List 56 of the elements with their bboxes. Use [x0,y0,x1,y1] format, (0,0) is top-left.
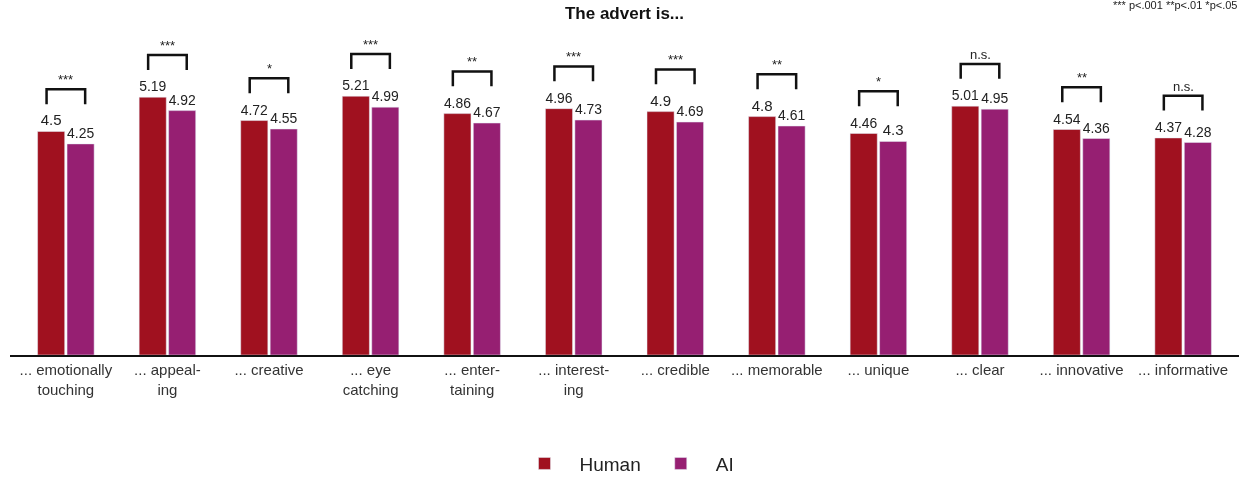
data-label: 4.96 [545,89,573,106]
bar [980,108,1009,355]
text: n.s. [970,47,991,62]
x-tick-label: ... memorable [731,361,823,378]
data-label: 4.46 [850,114,878,131]
data-label: 4.73 [574,101,603,118]
text: *** [160,38,176,53]
x-tick-label: ... informative [1138,361,1229,378]
text: *** [566,49,582,64]
text: n.s. [1173,79,1194,94]
x-tick-label: ... clear [955,361,1005,378]
data-label: 4.55 [270,110,298,127]
x-tick-label: ... credible [640,361,710,378]
legend-label: Human [579,453,641,475]
bar [240,120,269,355]
data-label: 4.92 [168,91,196,108]
data-label: 4.25 [67,125,95,142]
x-tick-label: ... unique [847,361,910,378]
text: *** [668,52,684,67]
data-label: 4.54 [1053,110,1081,127]
x-tick-label: ... interest- ing [538,361,610,398]
data-label: 4.8 [751,96,773,114]
x-tick-label: ... creative [234,361,304,378]
data-label: 4.72 [240,101,269,118]
text: * [876,74,882,89]
bar [269,128,298,355]
data-label: 4.36 [1082,119,1111,136]
text: *** p<.001 **p<.01 *p<.05 [1113,0,1238,11]
data-label: 4.95 [981,90,1009,107]
data-label: 5.21 [342,77,370,94]
data-label: 4.37 [1154,119,1183,136]
data-label: 4.28 [1184,123,1212,140]
x-tick-label: ... emotionally touching [19,361,113,398]
bar [951,105,980,355]
data-label: 4.86 [443,94,472,111]
x-tick-label: ... innovative [1039,361,1124,378]
text: *** [58,72,74,87]
chart-title: The advert is... [564,4,685,24]
x-tick-label: ... enter- taining [444,361,501,398]
data-label: 4.9 [650,91,671,109]
data-label: 4.5 [40,111,62,129]
data-label: 4.3 [882,121,904,139]
data-label: 4.67 [473,104,501,121]
legend-label: AI [715,453,734,475]
x-tick-label: ... appeal- ing [134,361,201,398]
data-label: 5.19 [139,78,167,95]
text: ** [1077,70,1088,85]
text: *** [363,37,379,52]
data-label: 4.61 [778,107,806,124]
text: * [267,61,273,76]
data-label: 4.99 [371,88,400,105]
x-tick-label: ... eye catching [342,361,399,398]
data-label: 4.69 [676,103,704,120]
data-label: 5.01 [951,87,980,104]
text: ** [467,54,478,69]
text: ** [772,57,783,72]
